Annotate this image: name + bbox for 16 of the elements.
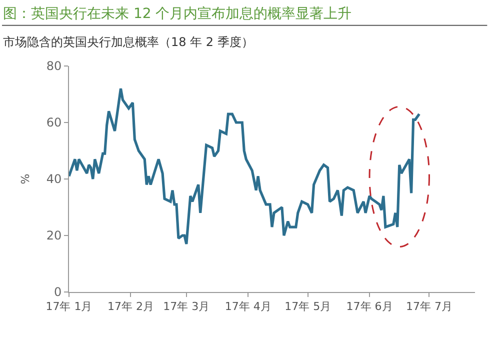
chart-title: 图：英国央行在未来 12 个月内宣布加息的概率显著上升 — [3, 6, 352, 22]
line-series — [69, 87, 421, 246]
y-axis-title: % — [18, 174, 32, 184]
x-tick-label: 17年 1月 — [46, 300, 92, 314]
x-tick-label: 17年 5月 — [284, 300, 332, 314]
x-tick-label: 17年 6月 — [346, 300, 393, 314]
y-tick-label: 60 — [46, 116, 62, 130]
x-tick-label: 17年 7月 — [406, 300, 452, 314]
x-tick-label: 17年 4月 — [224, 300, 272, 314]
y-tick-label: 0 — [54, 285, 62, 300]
y-tick-label: 40 — [46, 172, 62, 186]
x-tick-label: 17年 3月 — [163, 300, 210, 314]
x-tick-label: 17年 2月 — [107, 300, 154, 314]
y-tick-label: 80 — [46, 59, 62, 74]
chart-subtitle: 市场隐含的英国央行加息概率（18 年 2 季度） — [3, 35, 254, 49]
y-tick-label: 20 — [46, 228, 62, 243]
